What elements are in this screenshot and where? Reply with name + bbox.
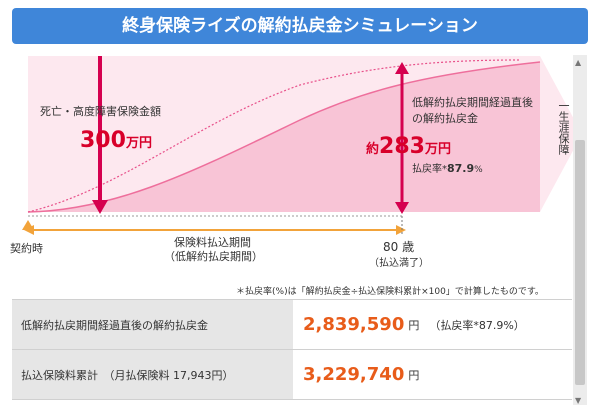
age-note: （払込満了） <box>369 258 429 269</box>
rate-unit: % <box>474 165 483 175</box>
death-amount-number: 300 <box>80 128 126 153</box>
death-benefit-amount: 300万円 <box>80 128 152 153</box>
surrender-value: 2,839,590 <box>303 314 405 335</box>
rate-label: 払戻率* <box>412 164 447 175</box>
age-unit: 歳 <box>402 240 415 254</box>
surrender-rate: 払戻率*87.9% <box>412 160 483 175</box>
surrender-amount-unit: 万円 <box>424 142 451 157</box>
payment-period-label-line2: （低解約払戻期間） <box>164 250 263 263</box>
scroll-up-icon[interactable]: ▲ <box>575 58 582 67</box>
footnote: ＊払戻率(%)は「解約払戻金÷払込保険料累計×100」で計算したものです。 <box>236 287 544 297</box>
page-title: 終身保険ライズの解約払戻金シミュレーション <box>122 16 478 36</box>
surrender-amount: 約283万円 <box>366 134 451 159</box>
age-label: 80 歳 <box>383 238 414 255</box>
premium-total-curve <box>27 59 521 213</box>
scroll-down-icon[interactable]: ▼ <box>575 396 582 405</box>
contract-start-label: 契約時 <box>10 242 43 255</box>
surrender-amount-number: 283 <box>379 134 425 159</box>
surrender-label-line1: 低解約払戻期間経過直後 <box>412 96 533 109</box>
lifetime-coverage-label: 一生涯保障 <box>557 100 570 155</box>
payment-period-label-line1: 保険料払込期間 <box>174 236 251 249</box>
age-value: 80 <box>383 240 399 254</box>
surrender-area <box>28 62 540 212</box>
payment-period-axis <box>22 215 406 236</box>
simulation-chart <box>22 56 582 236</box>
value-unit: 円 <box>408 318 420 332</box>
result-table: 低解約払戻期間経過直後の解約払戻金 2,839,590 円 （払戻率*87.9%… <box>12 299 572 400</box>
approx-prefix: 約 <box>366 142 380 157</box>
row-value-cell: 3,229,740 円 <box>293 350 572 399</box>
death-benefit-arrow <box>92 56 108 214</box>
surrender-rate-note: （払戻率*87.9%） <box>429 318 525 332</box>
surrender-label-line2: の解約払戻金 <box>412 112 478 125</box>
death-amount-unit: 万円 <box>125 136 152 151</box>
value-unit: 円 <box>408 368 420 382</box>
rate-value: 87.9 <box>447 162 475 175</box>
row-value-cell: 2,839,590 円 （払戻率*87.9%） <box>293 300 572 349</box>
death-benefit-label: 死亡・高度障害保険金額 <box>40 105 161 118</box>
scrollbar-thumb[interactable] <box>575 140 585 385</box>
table-row: 低解約払戻期間経過直後の解約払戻金 2,839,590 円 （払戻率*87.9%… <box>12 300 572 350</box>
premium-total-value: 3,229,740 <box>303 364 405 385</box>
page-title-bar: 終身保険ライズの解約払戻金シミュレーション <box>12 8 588 44</box>
table-row: 払込保険料累計 （月払保険料 17,943円） 3,229,740 円 <box>12 350 572 400</box>
surrender-value-arrow <box>395 62 409 214</box>
row-label: 払込保険料累計 （月払保険料 17,943円） <box>12 350 293 399</box>
row-label: 低解約払戻期間経過直後の解約払戻金 <box>12 300 293 349</box>
